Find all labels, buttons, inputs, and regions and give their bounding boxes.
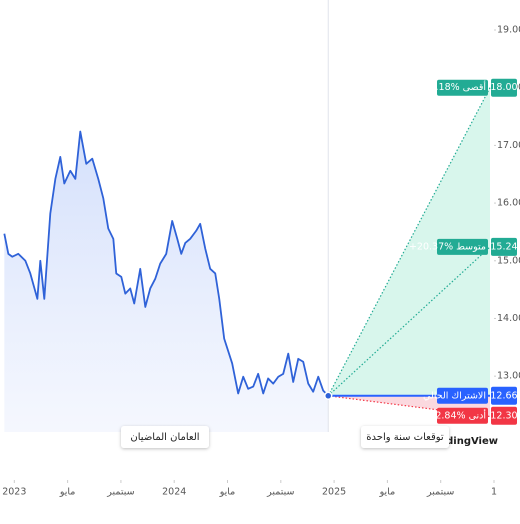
- forecast-up-area: [328, 87, 491, 396]
- y-tick-label: 19.00: [497, 25, 520, 36]
- forecast-label: +20.37% متوسط 15.24: [409, 237, 518, 256]
- current-point: [323, 391, 333, 401]
- price-tag-box: [491, 237, 518, 256]
- price-tag-box: [491, 386, 518, 405]
- history-area: [4, 131, 329, 433]
- forecast-label-box: [437, 238, 489, 255]
- y-tick-label: 14.00: [497, 313, 520, 324]
- forecast-label: +42.18% أقصى 18.00: [415, 78, 518, 97]
- annotation-box: [361, 426, 449, 448]
- x-tick-label: 2023: [2, 487, 26, 498]
- forecast-label-text: -2.84% أدنى: [432, 408, 486, 421]
- price-tag-box: [491, 78, 518, 97]
- x-tick-label: 2025: [322, 487, 346, 498]
- x-tick-label: مايو: [219, 487, 236, 498]
- x-tick-label: مايو: [59, 487, 76, 498]
- y-tick-label: 15.00: [497, 255, 520, 266]
- watermark: TradingView: [429, 436, 498, 447]
- annotation-text: العامان الماضيان: [130, 432, 199, 443]
- annotation: توقعات سنة واحدة: [361, 426, 449, 448]
- forecast-label-text: الاشتراك الحالي: [423, 390, 486, 401]
- forecast-low-line: [328, 395, 491, 418]
- price-tag-box: [491, 406, 518, 425]
- annotation-box: [121, 426, 209, 448]
- price-tag: 15.24: [490, 241, 517, 252]
- x-tick-label: 2024: [162, 487, 186, 498]
- x-tick-label: سبتمبر: [426, 487, 454, 498]
- price-tag: 12.66: [490, 390, 517, 401]
- price-line: [3, 130, 329, 397]
- x-tick-label: سبتمبر: [266, 487, 294, 498]
- price-tag: 12.30: [490, 410, 517, 421]
- x-tick-label: مايو: [379, 487, 396, 498]
- forecast-label-box: [437, 79, 489, 96]
- forecast-label-text: +20.37% متوسط: [409, 241, 486, 252]
- forecast-label-box: [437, 387, 489, 404]
- y-tick-label: 16.00: [497, 198, 520, 209]
- annotation-text: توقعات سنة واحدة: [366, 432, 444, 443]
- y-tick-label: 17.00: [497, 140, 520, 151]
- forecast-label: الاشتراك الحالي 12.66: [423, 386, 518, 405]
- forecast-average-line: [327, 246, 491, 397]
- x-tick-label: 1: [491, 487, 497, 498]
- annotation: العامان الماضيان: [121, 426, 209, 448]
- forecast-label-text: +42.18% أقصى: [415, 80, 486, 93]
- y-tick-label: 13.00: [497, 371, 520, 382]
- forecast-label-box: [437, 407, 489, 424]
- price-tag: 18.00: [490, 82, 517, 93]
- forecast-label: -2.84% أدنى 12.30: [432, 406, 518, 425]
- x-tick-label: سبتمبر: [106, 487, 134, 498]
